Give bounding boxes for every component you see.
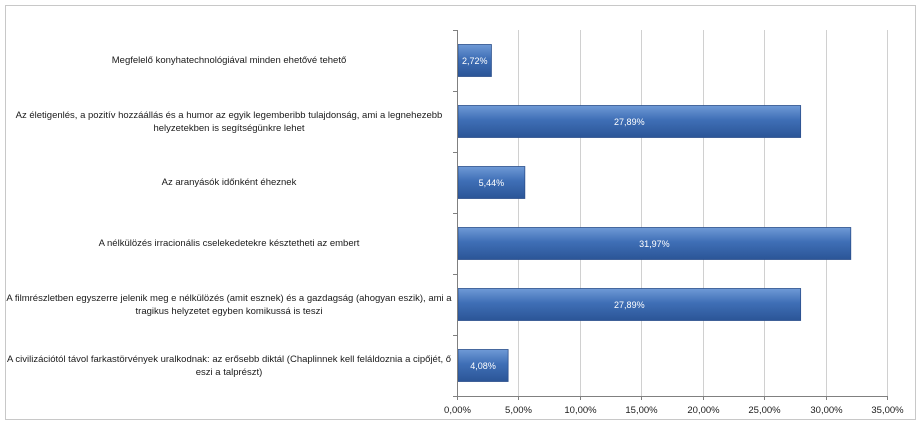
category-label: Megfelelő konyhatechnológiával minden eh…: [111, 55, 347, 66]
x-tick-label: 10,00%: [564, 405, 597, 416]
bar: [457, 288, 802, 321]
category-label: Az életigenlés, a pozitív hozzáállás és …: [15, 109, 443, 134]
x-tick-labels: 0,00% 5,00% 10,00% 15,00% 20,00% 25,00% 30,00%…: [444, 405, 904, 416]
x-tick-label: 20,00%: [687, 405, 720, 416]
x-tick-label: 15,00%: [625, 405, 658, 416]
bar: [457, 105, 802, 138]
chart-border: [5, 5, 916, 420]
bar: [457, 227, 852, 260]
category-label: Az aranyásók időnként éheznek: [161, 177, 297, 188]
x-tick-label: 25,00%: [748, 405, 781, 416]
x-tick-label: 0,00%: [444, 405, 471, 416]
category-label: A nélkülözés irracionális cselekedetekre…: [98, 238, 360, 249]
bars: 2,72% 27,89% 5,44% 31,97% 27,89% 4,08%: [457, 44, 852, 382]
x-tick-label: 5,00%: [505, 405, 532, 416]
axes: [453, 30, 888, 400]
bar-data-label: 2,72%: [462, 56, 488, 66]
bar-data-label: 31,97%: [639, 239, 670, 249]
x-tick-label: 35,00%: [871, 405, 904, 416]
bar-data-label: 27,89%: [614, 300, 645, 310]
x-tick-label: 30,00%: [810, 405, 843, 416]
category-label: A filmrészletben egyszerre jelenik meg e…: [6, 292, 452, 317]
bar-data-label: 4,08%: [470, 361, 496, 371]
category-label: A civilizációtól távol farkastörvények u…: [6, 353, 452, 378]
bar: [457, 44, 492, 77]
bar: [457, 166, 526, 199]
bar-data-label: 5,44%: [479, 178, 505, 188]
bar-data-label: 27,89%: [614, 117, 645, 127]
gridlines: [518, 30, 888, 396]
